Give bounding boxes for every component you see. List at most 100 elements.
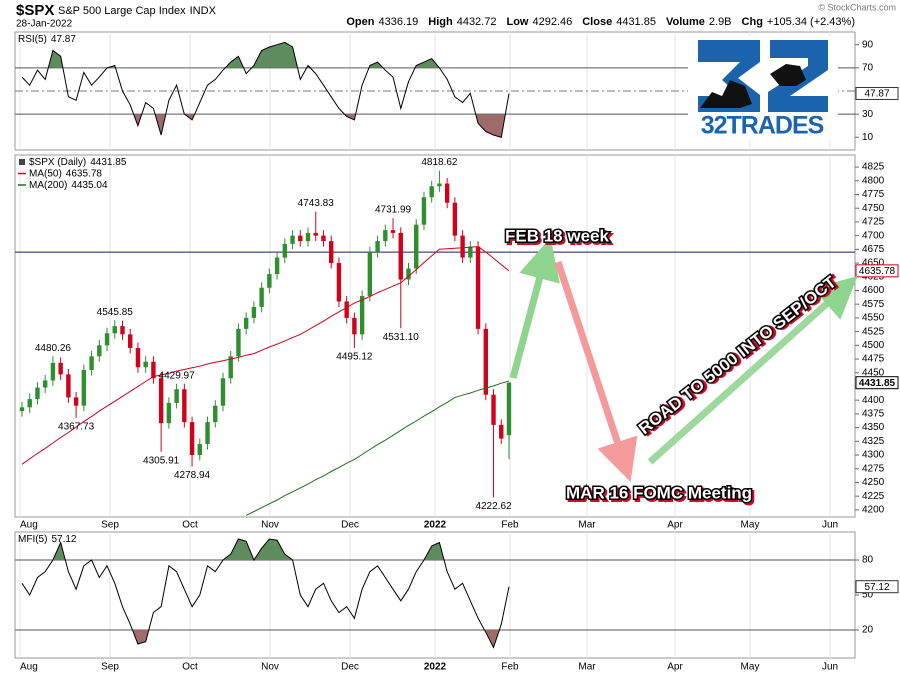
y-tick-label: 4550 — [862, 313, 885, 324]
value-box-label: 47.87 — [864, 89, 889, 100]
price-annotation: 4818.62 — [421, 157, 458, 168]
quote-value: 4336.19 — [378, 16, 418, 28]
x-tick-label: Dec — [341, 520, 359, 531]
logo: 32TRADES — [688, 36, 838, 140]
y-tick-label: 4675 — [862, 244, 885, 255]
quote-value: 4431.85 — [616, 16, 656, 28]
legend-swatch — [19, 159, 25, 165]
logo-bear — [770, 64, 806, 86]
quote-value: +105.34 (+2.43%) — [767, 16, 855, 28]
value-box-label: 4431.85 — [859, 378, 896, 389]
value-box-label: 4635.78 — [859, 266, 896, 277]
y-tick-label: 4450 — [862, 367, 885, 378]
y-tick-label: 4825 — [862, 162, 885, 173]
price-annotation: 4222.62 — [475, 501, 512, 512]
y-tick-label: 30 — [862, 109, 874, 120]
legend-entry: MA(50) 4635.78 — [29, 168, 102, 179]
logo-text: 32TRADES — [701, 112, 824, 140]
quote-label: Volume — [666, 16, 705, 28]
y-tick-label: 4375 — [862, 409, 885, 420]
date: 28-Jan-2022 — [16, 19, 73, 30]
price-annotation: 4305.91 — [143, 455, 180, 466]
note: MAR 16 FOMC Meeting — [566, 483, 752, 502]
y-tick-label: 4250 — [862, 477, 885, 488]
y-tick-label: 4800 — [862, 175, 885, 186]
index-name: S&P 500 Large Cap Index INDX — [58, 5, 217, 17]
y-tick-label: 4475 — [862, 354, 885, 365]
x-tick-label: 2022 — [424, 520, 447, 531]
x-tick-label: Feb — [501, 662, 519, 673]
upper-fill — [22, 539, 509, 560]
y-tick-label: 4725 — [862, 217, 885, 228]
y-tick-label: 4300 — [862, 450, 885, 461]
x-tick-label: May — [741, 520, 760, 531]
price-annotation: 4278.94 — [174, 470, 211, 481]
lower-fill — [22, 630, 509, 648]
y-tick-label: 4600 — [862, 285, 885, 296]
arrow-up — [509, 237, 560, 379]
credit: © StockCharts.com — [818, 2, 896, 12]
indicator-line — [21, 41, 510, 138]
index-title: S&P 500 Large Cap Index — [58, 5, 186, 17]
price-annotation: 4545.85 — [97, 307, 134, 318]
quote-label: Chg — [742, 16, 763, 28]
x-tick-label: Sep — [101, 520, 119, 531]
quote-value: 2.9B — [709, 16, 732, 28]
x-tick-label: Sep — [101, 662, 119, 673]
y-tick-label: 4575 — [862, 299, 885, 310]
x-tick-label: Aug — [20, 520, 38, 531]
quote-label: Close — [582, 16, 612, 28]
value-box-label: 57.12 — [864, 582, 889, 593]
y-tick-label: 4775 — [862, 189, 885, 200]
x-tick-label: Jun — [822, 662, 838, 673]
x-tick-label: Apr — [667, 662, 683, 673]
quote-value: 4432.72 — [457, 16, 497, 28]
y-tick-label: 4525 — [862, 326, 885, 337]
y-tick-label: 4400 — [862, 395, 885, 406]
panel-title-value: 57.12 — [51, 534, 76, 545]
legend-value: 4431.85 — [90, 157, 127, 168]
symbol: $SPX — [16, 2, 54, 19]
value-box — [855, 580, 899, 594]
x-tick-label: Dec — [341, 662, 359, 673]
y-tick-label: 4650 — [862, 258, 885, 269]
panel-title: RSI(5) 47.87 — [18, 34, 76, 45]
x-tick-label: Mar — [578, 662, 596, 673]
exchange: INDX — [190, 5, 217, 17]
price-annotation: 4367.73 — [58, 422, 95, 433]
y-tick-label: 4200 — [862, 505, 885, 516]
y-tick-label: 70 — [862, 63, 874, 74]
y-tick-label: 4500 — [862, 340, 885, 351]
y-tick-label: 90 — [862, 39, 874, 50]
quote: Open 4336.19 High 4432.72 Low 4292.46 Close 443… — [346, 16, 855, 28]
arrow-road — [647, 275, 858, 465]
legend-value: 4435.04 — [71, 180, 108, 191]
legend-name: MA(50) — [29, 168, 62, 179]
price-annotation: 4429.97 — [159, 370, 196, 381]
y-tick-label: 4700 — [862, 230, 885, 241]
x-tick-label: 2022 — [424, 662, 447, 673]
y-tick-label: 80 — [862, 555, 874, 566]
price-annotation: 4495.12 — [336, 352, 373, 363]
x-tick-label: Aug — [20, 662, 38, 673]
logo-bull — [700, 80, 752, 108]
value-box — [855, 376, 899, 390]
x-tick-label: Feb — [501, 520, 519, 531]
x-tick-label: Nov — [261, 520, 279, 531]
quote-value: 4292.46 — [532, 16, 572, 28]
moving-average — [245, 380, 510, 516]
y-tick-label: 4275 — [862, 463, 885, 474]
legend-value: 4635.78 — [66, 168, 103, 179]
y-tick-label: 10 — [862, 132, 874, 143]
quote-label: Open — [346, 16, 374, 28]
x-tick-label: Jun — [822, 520, 838, 531]
price-annotation: 4743.83 — [298, 198, 335, 209]
y-tick-label: 20 — [862, 625, 874, 636]
price-annotation: 4531.10 — [383, 332, 420, 343]
panel-title: MFI(5) 57.12 — [18, 534, 77, 545]
price-annotation: 4480.26 — [35, 343, 72, 354]
quote-label: Low — [506, 16, 528, 28]
y-tick-label: 4350 — [862, 422, 885, 433]
x-tick-label: Oct — [182, 520, 198, 531]
value-box — [855, 86, 899, 100]
